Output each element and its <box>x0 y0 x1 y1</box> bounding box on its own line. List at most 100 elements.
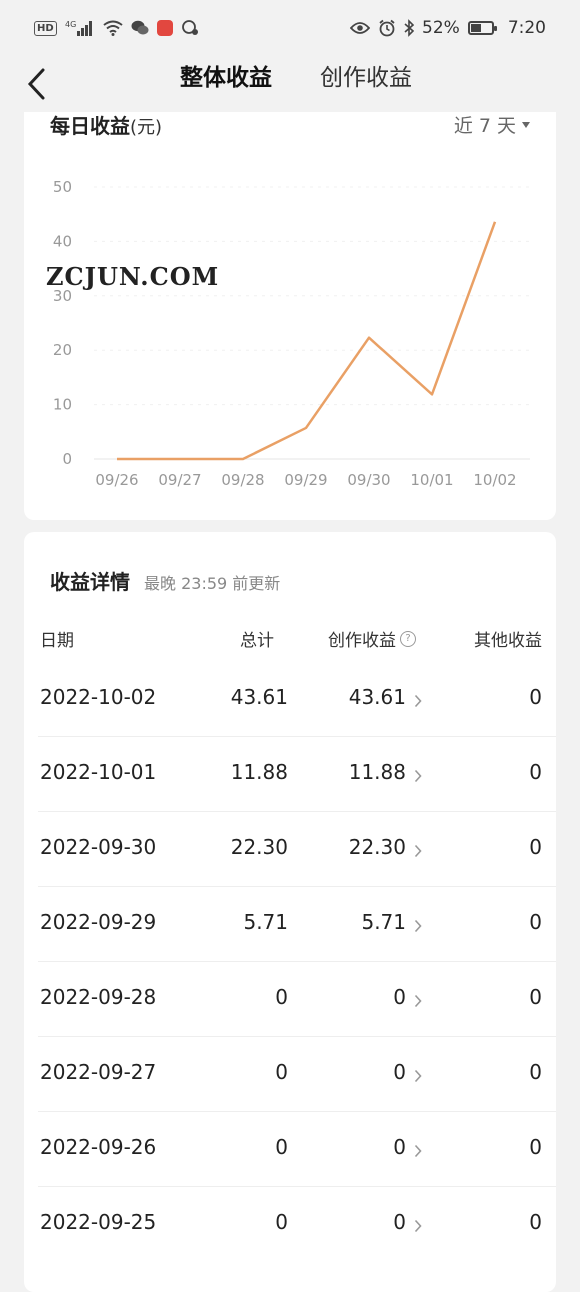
row-date: 2022-09-26 <box>40 1135 157 1159</box>
chevron-right-icon <box>414 689 422 713</box>
header-creation-label: 创作收益 <box>328 631 396 651</box>
bluetooth-icon <box>404 19 415 37</box>
row-date: 2022-10-02 <box>40 685 157 709</box>
row-total: 0 <box>275 1135 288 1159</box>
row-date: 2022-09-27 <box>40 1060 157 1084</box>
row-creation: 0 <box>393 1210 406 1234</box>
row-date: 2022-09-30 <box>40 835 157 859</box>
nav-bar: 整体收益 创作收益 <box>0 56 580 112</box>
chevron-right-icon <box>414 764 422 788</box>
row-total: 0 <box>275 985 288 1009</box>
status-bar: HD 4G <box>0 0 580 56</box>
table-row[interactable]: 2022-09-27 0 0 0 <box>38 1037 556 1112</box>
table-row[interactable]: 2022-09-29 5.71 5.71 0 <box>38 887 556 962</box>
detail-header: 收益详情 最晚 23:59 前更新 <box>50 566 280 595</box>
hd-badge: HD <box>34 20 57 36</box>
row-creation: 11.88 <box>348 760 406 784</box>
watermark: ZCJUN.COM <box>46 262 220 291</box>
chevron-right-icon <box>414 1214 422 1238</box>
y-tick-label: 50 <box>53 178 72 196</box>
row-creation: 22.30 <box>348 835 406 859</box>
series-line <box>117 221 497 461</box>
tab-overall-earnings[interactable]: 整体收益 <box>180 56 272 112</box>
y-tick-label: 40 <box>53 232 72 250</box>
row-total: 11.88 <box>230 760 288 784</box>
back-arrow-icon <box>27 68 45 100</box>
row-total: 43.61 <box>230 685 288 709</box>
range-label: 近 7 天 <box>453 115 516 137</box>
wifi-icon <box>103 20 123 36</box>
table-row[interactable]: 2022-10-02 43.61 43.61 0 <box>38 662 556 737</box>
header-creation: 创作收益 ? <box>328 626 416 651</box>
update-note: 最晚 23:59 前更新 <box>144 574 281 593</box>
table-row[interactable]: 2022-09-30 22.30 22.30 0 <box>38 812 556 887</box>
x-tick-label: 09/30 <box>347 471 390 489</box>
table-row[interactable]: 2022-09-25 0 0 0 <box>38 1187 556 1261</box>
detail-title: 收益详情 <box>50 570 130 594</box>
row-other: 0 <box>529 685 542 709</box>
status-left: HD 4G <box>34 19 199 37</box>
x-tick-label: 10/01 <box>410 471 453 489</box>
wechat-icon <box>131 20 149 36</box>
chevron-right-icon <box>414 989 422 1013</box>
battery-level-fill <box>470 24 482 32</box>
row-creation: 0 <box>393 1060 406 1084</box>
clock-time: 7:20 <box>507 18 546 38</box>
x-tick-label: 09/28 <box>221 471 264 489</box>
x-tick-label: 09/29 <box>284 471 327 489</box>
earnings-table: 2022-10-02 43.61 43.61 0 2022-10-01 11.88 11.8… <box>38 662 556 1261</box>
battery-percent: 52% <box>422 18 460 38</box>
chart-title-text: 每日收益 <box>50 114 130 138</box>
row-other: 0 <box>529 835 542 859</box>
row-date: 2022-10-01 <box>40 760 157 784</box>
chevron-right-icon <box>414 1139 422 1163</box>
chart-title: 每日收益(元) <box>50 110 162 139</box>
row-total: 0 <box>275 1210 288 1234</box>
dropdown-caret-icon <box>522 121 530 128</box>
header-total: 总计 <box>240 631 274 651</box>
row-other: 0 <box>529 760 542 784</box>
chevron-right-icon <box>414 839 422 863</box>
daily-earnings-card: 每日收益(元) 近 7 天 0 10 20 30 40 50 09/26 09/27 09/28… <box>24 112 556 520</box>
alarm-icon <box>378 19 396 37</box>
y-tick-label: 30 <box>53 287 72 305</box>
tab-creation-earnings[interactable]: 创作收益 <box>320 65 412 91</box>
x-tick-label: 10/02 <box>473 471 516 489</box>
x-tick-label: 09/27 <box>158 471 201 489</box>
row-creation: 0 <box>393 1135 406 1159</box>
table-row[interactable]: 2022-09-26 0 0 0 <box>38 1112 556 1187</box>
row-total: 0 <box>275 1060 288 1084</box>
row-creation: 0 <box>393 985 406 1009</box>
app-notification-icon <box>156 20 173 36</box>
row-other: 0 <box>529 1060 542 1084</box>
network-type-label: 4G <box>65 20 76 29</box>
row-other: 0 <box>529 985 542 1009</box>
row-creation: 43.61 <box>348 685 406 709</box>
row-other: 0 <box>529 910 542 934</box>
chat-bubble-icon <box>181 20 199 36</box>
row-date: 2022-09-28 <box>40 985 157 1009</box>
back-button[interactable] <box>14 62 58 106</box>
table-row[interactable]: 2022-10-01 11.88 11.88 0 <box>38 737 556 812</box>
earnings-line-chart: 0 10 20 30 40 50 09/26 09/27 09/28 09/29 09/30 10/0… <box>53 178 530 489</box>
chevron-right-icon <box>414 914 422 938</box>
help-icon[interactable]: ? <box>400 630 416 647</box>
chevron-right-icon <box>414 1064 422 1088</box>
header-other: 其他收益 <box>474 631 542 651</box>
row-date: 2022-09-29 <box>40 910 157 934</box>
table-row[interactable]: 2022-09-28 0 0 0 <box>38 962 556 1037</box>
y-tick-label: 10 <box>53 396 72 414</box>
battery-icon <box>467 21 497 35</box>
status-right: 52% 7:20 <box>350 18 546 38</box>
y-tick-label: 20 <box>53 341 72 359</box>
range-dropdown[interactable]: 近 7 天 <box>454 111 530 138</box>
eye-icon <box>350 21 371 35</box>
signal-icon: 4G <box>65 19 95 37</box>
row-total: 5.71 <box>243 910 288 934</box>
tab-bar: 整体收益 创作收益 <box>0 56 580 112</box>
row-other: 0 <box>529 1210 542 1234</box>
row-creation: 5.71 <box>361 910 406 934</box>
header-date: 日期 <box>40 631 74 651</box>
earnings-detail-card: 收益详情 最晚 23:59 前更新 日期 总计 创作收益 ? 其他收益 2022… <box>24 532 556 1292</box>
row-total: 22.30 <box>230 835 288 859</box>
